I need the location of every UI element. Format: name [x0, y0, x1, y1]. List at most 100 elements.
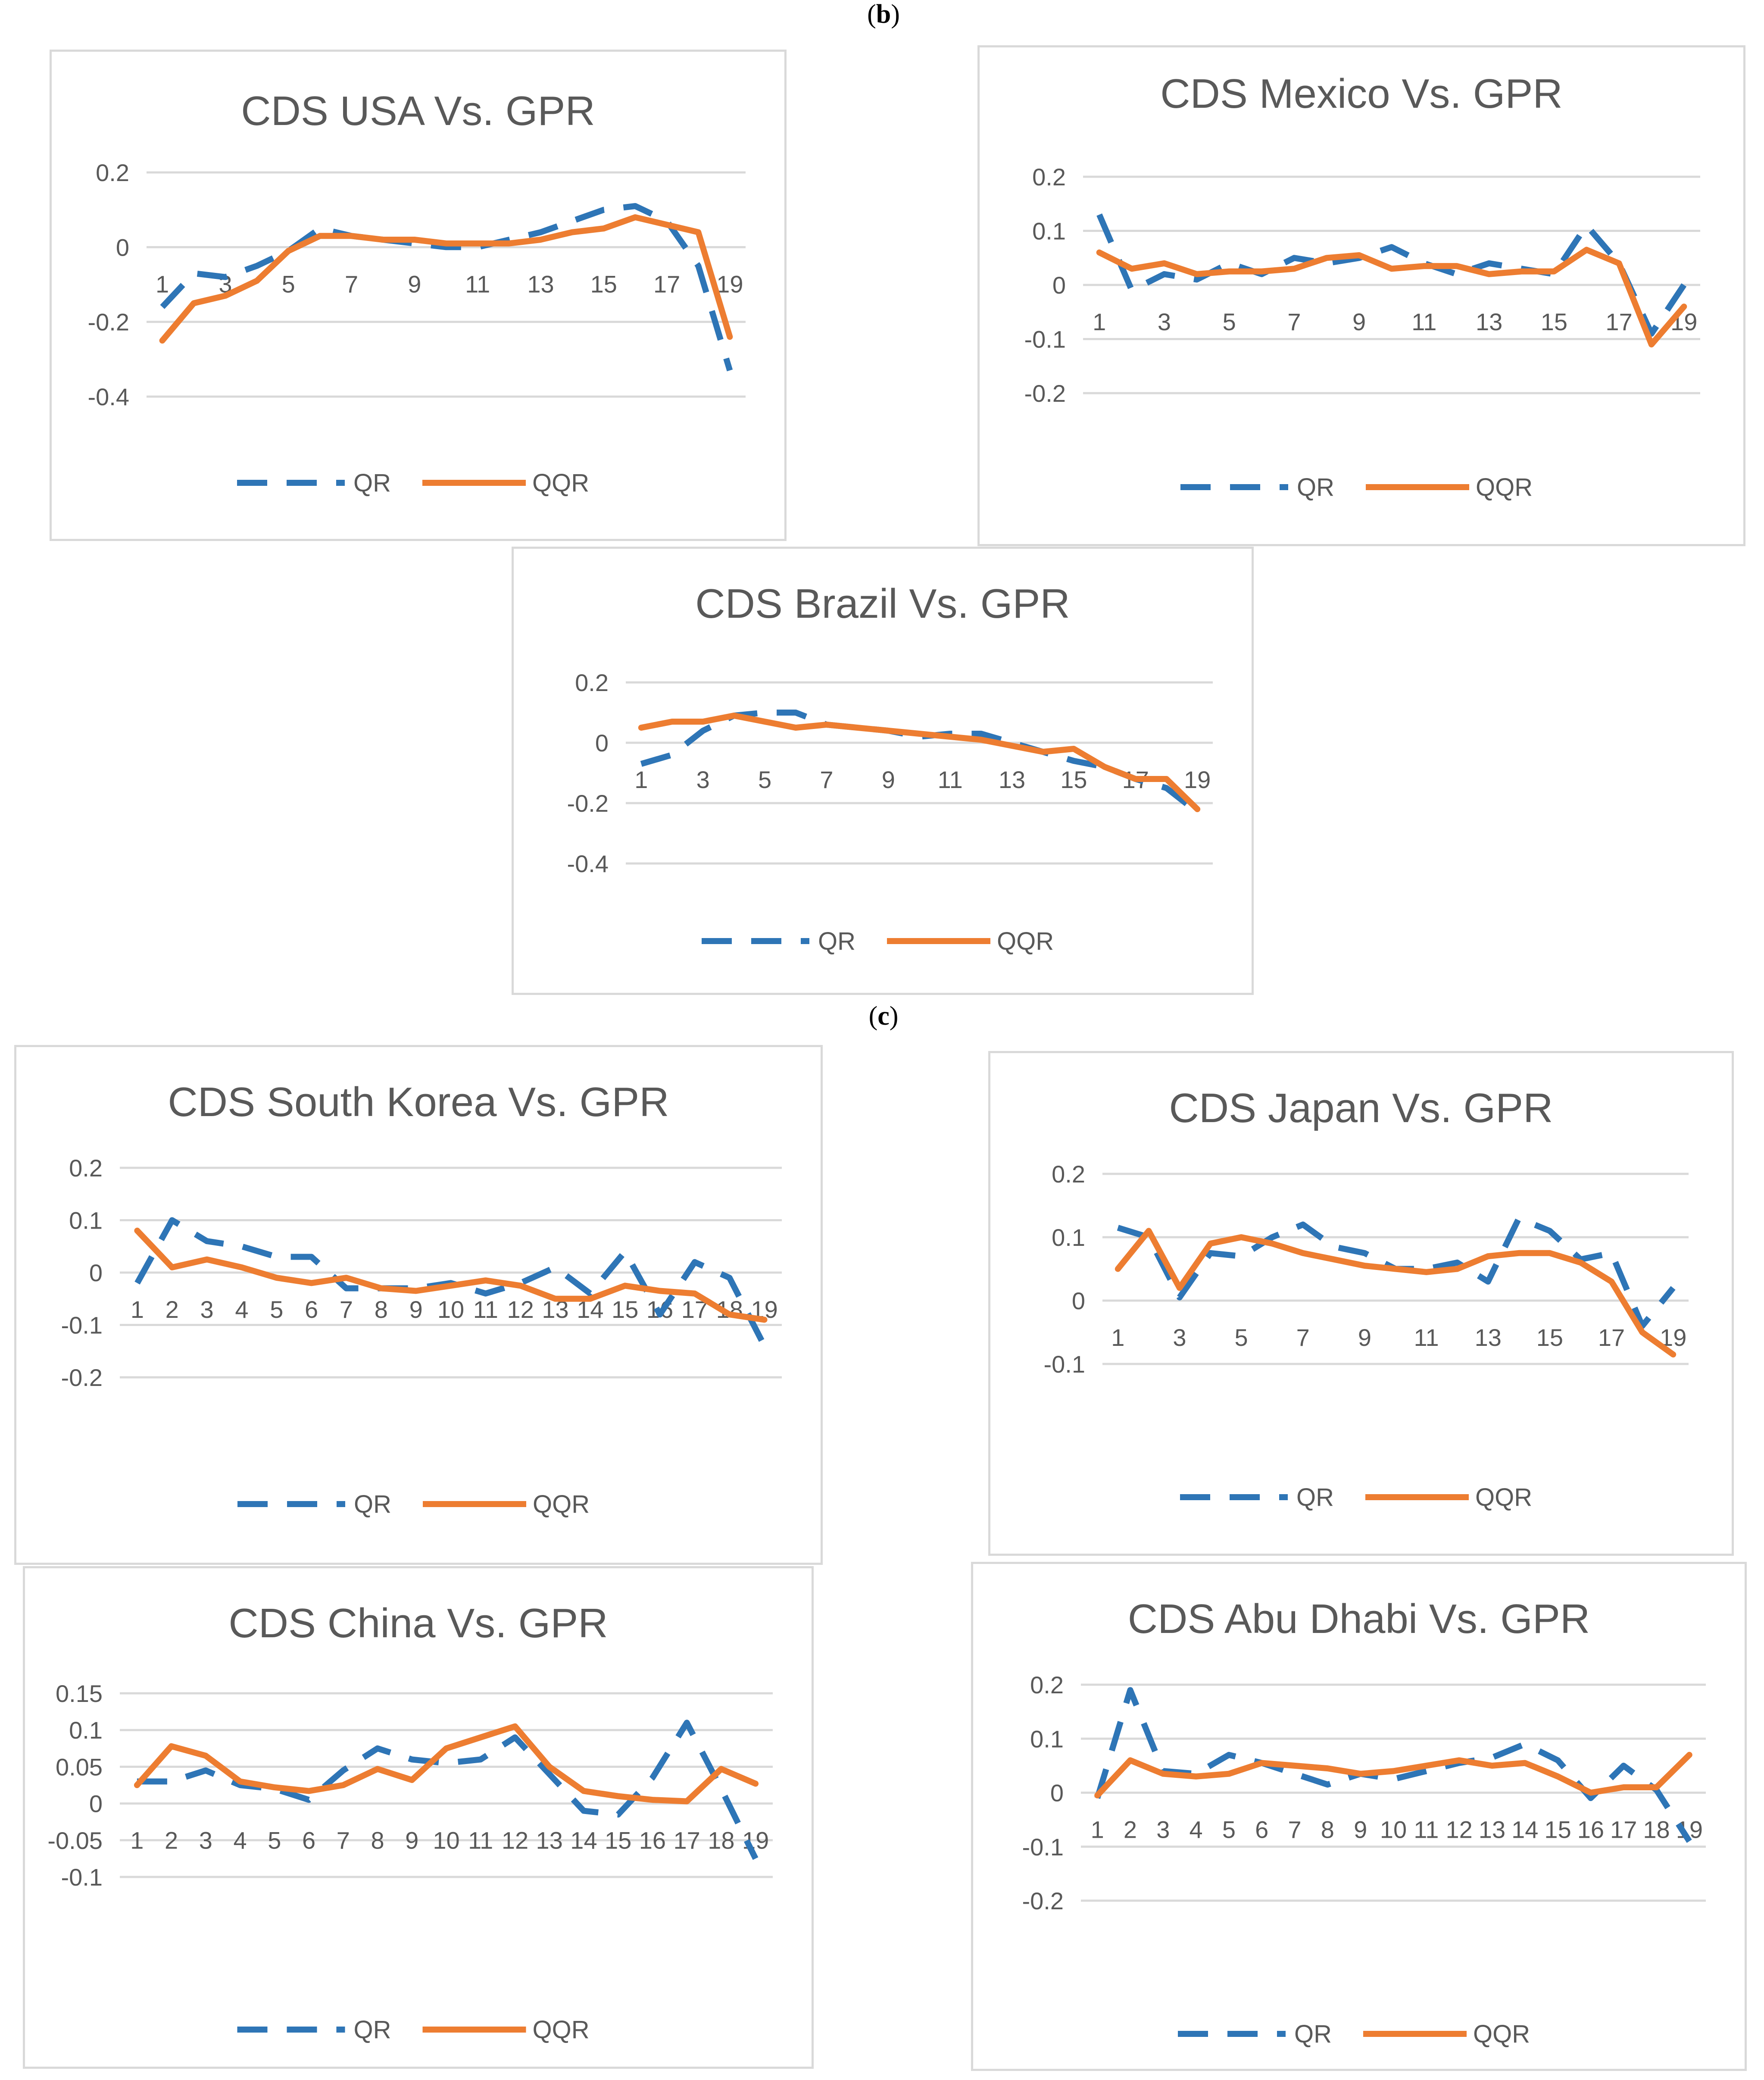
legend: QR QQR: [237, 469, 589, 497]
series-qr-line: [160, 203, 733, 372]
x-tick-label: 5: [1223, 308, 1236, 335]
chart-usa: CDS USA Vs. GPR 0.2 0 -0.2 -0.4 1 3 5 7 9 11 13 15 17…: [50, 50, 787, 541]
legend-qqr-label: QQR: [1476, 473, 1533, 501]
x-tick-label: 11: [1414, 1816, 1439, 1843]
x-tick-label: 4: [234, 1827, 247, 1854]
chart-title: CDS USA Vs. GPR: [241, 88, 595, 134]
panel-label-c: (c): [868, 1001, 899, 1031]
series-qqr-line: [1115, 1228, 1677, 1357]
y-tick-label: -0.1: [61, 1864, 103, 1891]
x-tick-label: 8: [1321, 1816, 1334, 1843]
chart-title: CDS Mexico Vs. GPR: [1160, 71, 1563, 117]
y-tick-label: -0.1: [1044, 1351, 1086, 1378]
y-tick-label: 0.2: [1052, 1160, 1085, 1188]
y-tick-label: -0.2: [1024, 380, 1066, 407]
x-tick-label: 13: [527, 270, 554, 297]
x-tick-label: 7: [1288, 1816, 1301, 1843]
x-tick-label: 5: [758, 766, 771, 793]
chart-svg: CDS South Korea Vs. GPR 0.2 0.1 0 -0.1 -0.2 1 2…: [61, 1079, 782, 1518]
y-tick-label: 0.1: [1030, 1725, 1064, 1752]
y-tick-label: 0: [1050, 1780, 1064, 1807]
legend-qr-label: QR: [1294, 2020, 1332, 2048]
legend-qqr-label: QQR: [533, 2016, 590, 2044]
x-tick-label: 5: [270, 1296, 283, 1323]
x-tick-label: 11: [473, 1296, 498, 1323]
series-qqr-line: [1096, 247, 1687, 347]
legend-qr-label: QR: [1296, 1483, 1334, 1511]
x-tick-label: 10: [433, 1827, 459, 1854]
series-qqr-line: [134, 1227, 768, 1323]
x-tick-label: 15: [1536, 1324, 1563, 1351]
legend: QR QQR: [237, 2016, 590, 2044]
chart-china: CDS China Vs. GPR 0.15 0.1 0.05 0 -0.05 -0.1 1 2…: [23, 1566, 814, 2069]
x-tick-label: 3: [1173, 1324, 1186, 1351]
y-tick-label: -0.4: [567, 850, 609, 877]
x-tick-label: 1: [130, 1827, 144, 1854]
series-qqr-line: [638, 713, 1201, 812]
x-tick-label: 1: [1111, 1324, 1124, 1351]
x-tick-label: 3: [1156, 1816, 1170, 1843]
x-tick-label: 15: [1544, 1816, 1571, 1843]
x-tick-label: 9: [1352, 308, 1366, 335]
x-tick-label: 9: [882, 766, 895, 793]
x-tick-label: 11: [938, 766, 963, 793]
legend-qr-label: QR: [354, 1490, 391, 1518]
legend: QR QQR: [1178, 2020, 1530, 2048]
y-tick-label: 0: [1052, 272, 1066, 299]
series-qqr-line: [1094, 1752, 1692, 1798]
x-tick-label: 19: [1184, 766, 1211, 793]
x-tick-label: 6: [1255, 1816, 1268, 1843]
y-tick-label: 0.2: [96, 159, 129, 186]
y-tick-label: 0.2: [1030, 1671, 1064, 1698]
x-tick-label: 16: [639, 1827, 666, 1854]
x-tick-label: 11: [465, 270, 490, 297]
chart-mexico: CDS Mexico Vs. GPR 0.2 0.1 0 -0.1 -0.2 1 3 5 7 9 11…: [977, 45, 1745, 546]
legend-qr-label: QR: [818, 927, 855, 955]
x-tick-label: 17: [674, 1827, 700, 1854]
x-tick-label: 1: [634, 766, 648, 793]
x-tick-label: 2: [1124, 1816, 1137, 1843]
x-tick-label: 9: [409, 1296, 423, 1323]
chart-japan: CDS Japan Vs. GPR 0.2 0.1 0 -0.1 1 3 5 7 9 11 13 15 1…: [988, 1051, 1734, 1556]
x-tick-label: 11: [1414, 1324, 1439, 1351]
legend-qqr-label: QQR: [1475, 1483, 1532, 1511]
x-tick-label: 1: [156, 270, 169, 297]
x-tick-label: 10: [437, 1296, 464, 1323]
x-tick-label: 1: [1091, 1816, 1104, 1843]
x-tick-label: 15: [605, 1827, 631, 1854]
x-tick-label: 10: [1380, 1816, 1407, 1843]
y-tick-label: -0.2: [567, 790, 609, 817]
series-qr-line: [1094, 1687, 1692, 1843]
x-tick-label: 11: [1411, 308, 1436, 335]
x-tick-label: 6: [302, 1827, 315, 1854]
x-tick-label: 15: [1541, 308, 1567, 335]
x-tick-label: 17: [1610, 1816, 1637, 1843]
x-tick-label: 1: [1093, 308, 1106, 335]
panel-label-b: (b): [867, 0, 900, 29]
x-tick-label: 2: [165, 1296, 179, 1323]
x-tick-label: 8: [375, 1296, 388, 1323]
x-tick-label: 3: [199, 1827, 212, 1854]
x-tick-label: 16: [1577, 1816, 1604, 1843]
legend: QR QQR: [702, 927, 1054, 955]
x-tick-label: 13: [999, 766, 1025, 793]
chart-abu-dhabi: CDS Abu Dhabi Vs. GPR 0.2 0.1 0 -0.1 -0.2 1 2 3 4…: [971, 1562, 1747, 2071]
series-qr-line: [1117, 1215, 1676, 1329]
y-tick-label: 0.15: [56, 1680, 103, 1707]
x-tick-label: 13: [1476, 308, 1502, 335]
legend-qqr-label: QQR: [997, 927, 1054, 955]
x-tick-label: 5: [268, 1827, 281, 1854]
x-tick-label: 5: [1235, 1324, 1248, 1351]
x-tick-label: 4: [235, 1296, 248, 1323]
x-tick-label: 13: [1475, 1324, 1502, 1351]
x-tick-label: 9: [405, 1827, 418, 1854]
series-qqr-line: [159, 214, 733, 344]
y-tick-label: -0.2: [88, 309, 130, 336]
x-tick-label: 17: [1598, 1324, 1625, 1351]
y-tick-label: 0.1: [1052, 1224, 1085, 1251]
chart-title: CDS Abu Dhabi Vs. GPR: [1128, 1596, 1590, 1642]
